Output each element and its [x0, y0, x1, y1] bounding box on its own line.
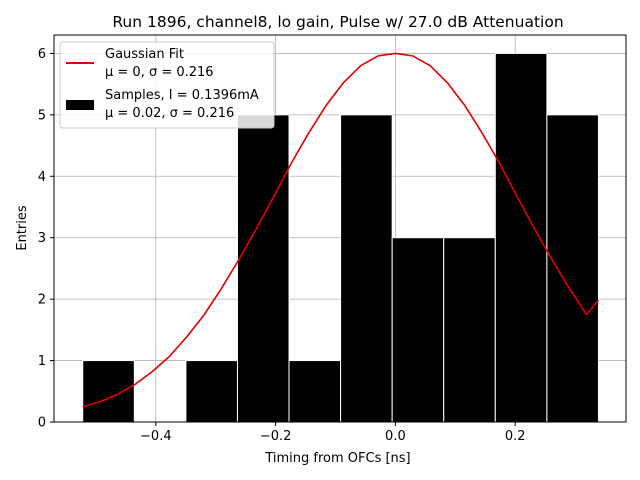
legend-fit-name: Gaussian Fit	[105, 47, 184, 62]
legend-samples-stats: μ = 0.02, σ = 0.216	[105, 106, 234, 121]
x-axis-label: Timing from OFCs [ns]	[264, 451, 410, 466]
legend-samples-name: Samples, I = 0.1396mA	[105, 88, 259, 103]
x-tick-label: −0.4	[140, 429, 172, 444]
legend-box	[59, 41, 275, 129]
histogram-bar	[185, 360, 238, 423]
histogram-bar	[288, 360, 342, 423]
y-tick-label: 6	[38, 47, 46, 62]
histogram-bar	[391, 237, 445, 423]
legend-fit-stats: μ = 0, σ = 0.216	[105, 65, 214, 80]
y-tick-label: 2	[38, 293, 46, 308]
plot-frame	[53, 34, 627, 423]
legend: Gaussian Fit μ = 0, σ = 0.216 Samples, I…	[59, 41, 275, 129]
y-tick-label: 5	[38, 108, 46, 123]
y-tick-label: 4	[38, 170, 46, 185]
fit-curve-group	[82, 52, 600, 408]
x-axis-ticks: −0.4 −0.2 0.0 0.2	[140, 422, 526, 444]
y-tick-label: 3	[38, 231, 46, 246]
histogram-bar	[82, 360, 135, 423]
x-tick-label: 0.2	[505, 429, 526, 444]
gaussian-fit-line	[82, 52, 600, 408]
histogram-bar	[340, 114, 393, 423]
y-axis-ticks: 0 1 2 3 4 5 6	[38, 47, 54, 431]
histogram-bar	[546, 114, 599, 423]
y-axis-label: Entries	[15, 205, 30, 251]
legend-samples-swatch	[66, 100, 94, 110]
histogram-bar	[494, 52, 548, 423]
y-tick-label: 1	[38, 354, 46, 369]
x-tick-label: −0.2	[260, 429, 292, 444]
histogram-bars	[82, 52, 599, 423]
chart-title: Run 1896, channel8, lo gain, Pulse w/ 27…	[112, 13, 563, 31]
y-tick-label: 0	[38, 416, 46, 431]
histogram-bar	[443, 237, 496, 423]
x-tick-label: 0.0	[385, 429, 406, 444]
histogram-bar	[236, 114, 290, 423]
